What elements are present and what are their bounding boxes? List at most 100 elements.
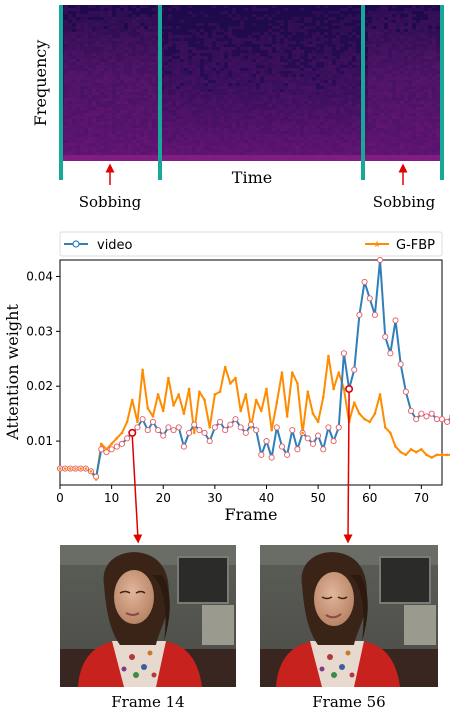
spectrogram-cell	[256, 152, 260, 155]
spectrogram-cell	[432, 74, 436, 77]
spectrogram-cell	[212, 95, 216, 98]
spectrogram-cell	[288, 80, 292, 83]
spectrogram-cell	[96, 110, 100, 113]
spectrogram-cell	[292, 86, 296, 89]
spectrogram-cell	[100, 53, 104, 56]
spectrogram-cell	[268, 80, 272, 83]
spectrogram-cell	[204, 116, 208, 119]
spectrogram-cell	[68, 68, 72, 71]
spectrogram-cell	[128, 113, 132, 116]
spectrogram-cell	[312, 152, 316, 155]
spectrogram-cell	[432, 23, 436, 26]
spectrogram-cell	[228, 92, 232, 95]
spectrogram-cell	[104, 101, 108, 104]
spectrogram-cell	[352, 119, 356, 122]
spectrogram-cell	[80, 17, 84, 20]
spectrogram-cell	[396, 71, 400, 74]
spectrogram-cell	[152, 137, 156, 140]
spectrogram-cell	[304, 41, 308, 44]
spectrogram-cell	[412, 95, 416, 98]
spectrogram-cell	[120, 137, 124, 140]
spectrogram-cell	[404, 92, 408, 95]
spectrogram-cell	[316, 137, 320, 140]
spectrogram-cell	[144, 152, 148, 155]
spectrogram-cell	[344, 59, 348, 62]
spectrogram-cell	[196, 41, 200, 44]
spectrogram-cell	[124, 104, 128, 107]
spectrogram-cell	[380, 68, 384, 71]
spectrogram-cell	[436, 65, 440, 68]
spectrogram-cell	[88, 119, 92, 122]
spectrogram-cell	[248, 53, 252, 56]
spectrogram-cell	[428, 20, 432, 23]
spectrogram-cell	[236, 44, 240, 47]
spectrogram-cell	[308, 95, 312, 98]
spectrogram-cell	[364, 92, 368, 95]
spectrogram-cell	[380, 113, 384, 116]
g-fbp-point	[296, 382, 299, 385]
spectrogram-cell	[224, 95, 228, 98]
spectrogram-cell	[324, 116, 328, 119]
spectrogram-cell	[252, 116, 256, 119]
spectrogram-cell	[372, 98, 376, 101]
spectrogram-cell	[100, 146, 104, 149]
spectrogram-cell	[216, 86, 220, 89]
spectrogram-cell	[224, 137, 228, 140]
spectrogram-cell	[120, 26, 124, 29]
spectrogram-cell	[216, 95, 220, 98]
spectrogram-cell	[228, 86, 232, 89]
spectrogram-cell	[128, 38, 132, 41]
spectrogram-cell	[108, 143, 112, 146]
spectrogram-cell	[344, 119, 348, 122]
spectrogram-cell	[136, 26, 140, 29]
spectrogram-cell	[84, 113, 88, 116]
spectrogram-cell	[192, 50, 196, 53]
spectrogram-cell	[288, 74, 292, 77]
spectrogram-cell	[180, 146, 184, 149]
spectrogram-cell	[272, 110, 276, 113]
spectrogram-cell	[108, 14, 112, 17]
spectrogram-cell	[276, 47, 280, 50]
spectrogram-cell	[204, 59, 208, 62]
spectrogram-cell	[392, 140, 396, 143]
spectrogram-cell	[208, 143, 212, 146]
spectrogram-cell	[140, 110, 144, 113]
spectrogram-cell	[272, 131, 276, 134]
spectrogram-cell	[100, 56, 104, 59]
spectrogram-cell	[384, 86, 388, 89]
spectrogram-cell	[244, 17, 248, 20]
spectrogram-cell	[400, 68, 404, 71]
spectrogram-cell	[180, 137, 184, 140]
spectrogram-cell	[196, 59, 200, 62]
spectrogram-cell	[132, 53, 136, 56]
spectrogram-cell	[120, 101, 124, 104]
spectrogram-cell	[264, 65, 268, 68]
spectrogram-cell	[116, 83, 120, 86]
spectrogram-cell	[172, 92, 176, 95]
spectrogram-cell	[264, 122, 268, 125]
spectrogram-cell	[420, 128, 424, 131]
spectrogram-cell	[120, 62, 124, 65]
spectrogram-cell	[84, 32, 88, 35]
spectrogram-cell	[92, 107, 96, 110]
spectrogram-cell	[320, 119, 324, 122]
spectrogram-cell	[64, 44, 68, 47]
spectrogram-cell	[148, 65, 152, 68]
spectrogram-cell	[276, 65, 280, 68]
spectrogram-cell	[304, 134, 308, 137]
spectrogram-cell	[396, 119, 400, 122]
spectrogram-cell	[332, 110, 336, 113]
spectrogram-cell	[148, 44, 152, 47]
spectrogram-cell	[396, 86, 400, 89]
spectrogram-cell	[104, 89, 108, 92]
spectrogram-cell	[300, 86, 304, 89]
legend: video ★ G-FBP	[59, 231, 443, 257]
spectrogram-cell	[204, 92, 208, 95]
spectrogram-cell	[336, 152, 340, 155]
spectrogram-cell	[104, 137, 108, 140]
spectrogram-cell	[380, 89, 384, 92]
spectrogram-cell	[272, 152, 276, 155]
spectrogram-cell	[368, 137, 372, 140]
spectrogram-cell	[164, 125, 168, 128]
spectrogram-cell	[432, 92, 436, 95]
